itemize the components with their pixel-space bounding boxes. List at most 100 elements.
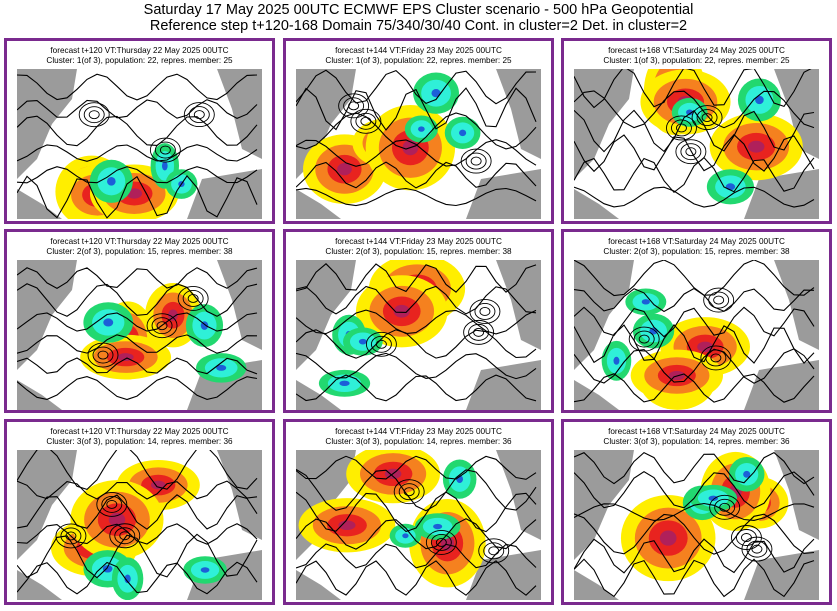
geopotential-contour — [574, 513, 815, 555]
map-panel-cluster1-t144[interactable]: forecast t+144 VT:Friday 23 May 2025 00U… — [283, 38, 554, 224]
land-mask — [496, 260, 541, 350]
closed-contour — [638, 334, 650, 344]
negative-anomaly — [641, 299, 650, 305]
geopotential-map — [296, 450, 541, 600]
map-panel-cluster2-t120[interactable]: forecast t+120 VT:Thursday 22 May 2025 0… — [4, 229, 275, 413]
closed-contour — [119, 531, 131, 541]
negative-anomaly — [124, 574, 131, 584]
closed-contour — [488, 546, 500, 556]
map-panel-cluster2-t144[interactable]: forecast t+144 VT:Friday 23 May 2025 00U… — [283, 229, 554, 413]
panel-forecast-time: forecast t+144 VT:Friday 23 May 2025 00U… — [335, 237, 502, 246]
geopotential-map — [17, 450, 262, 600]
closed-contour — [360, 116, 372, 126]
geopotential-contour — [574, 90, 815, 129]
geopotential-contour — [574, 538, 815, 574]
geopotential-map — [574, 69, 819, 219]
geopotential-contour — [296, 161, 537, 189]
land-mask — [17, 380, 62, 410]
geopotential-contour — [17, 283, 258, 317]
panel-cluster-info: Cluster: 1(of 3), population: 22, repres… — [325, 56, 512, 65]
panel-cluster-info: Cluster: 3(of 3), population: 14, repres… — [603, 437, 790, 446]
land-mask — [17, 189, 62, 219]
closed-contour — [188, 106, 210, 124]
closed-contour — [425, 529, 457, 555]
closed-contour — [151, 317, 173, 335]
panel-forecast-time: forecast t+168 VT:Saturday 24 May 2025 0… — [608, 237, 785, 246]
land-mask — [296, 380, 341, 410]
closed-contour — [709, 494, 741, 520]
geopotential-contour — [574, 109, 815, 153]
negative-anomaly — [358, 338, 367, 345]
closed-contour — [705, 349, 727, 367]
land-mask — [744, 550, 819, 600]
negative-anomaly — [725, 183, 736, 191]
closed-contour — [101, 495, 123, 513]
closed-contour — [463, 319, 495, 345]
closed-contour — [685, 147, 697, 157]
negative-anomaly — [613, 356, 620, 365]
geopotential-contour — [17, 144, 258, 162]
geopotential-map — [296, 260, 541, 410]
closed-contour — [149, 137, 181, 163]
negative-anomaly — [107, 177, 116, 186]
geopotential-contour — [574, 260, 815, 297]
map-panel-cluster1-t120[interactable]: forecast t+120 VT:Thursday 22 May 2025 0… — [4, 38, 275, 224]
closed-contour — [710, 353, 722, 363]
land-mask — [574, 380, 619, 410]
negative-anomaly — [216, 364, 227, 371]
negative-anomaly — [402, 533, 409, 539]
closed-contour — [370, 335, 392, 353]
geopotential-contour — [296, 352, 537, 380]
geopotential-contour — [574, 558, 815, 598]
geopotential-contour — [296, 112, 537, 150]
closed-contour — [470, 156, 482, 166]
geopotential-contour — [296, 69, 537, 105]
panel-forecast-time: forecast t+120 VT:Thursday 22 May 2025 0… — [50, 46, 229, 55]
geopotential-contour — [17, 99, 258, 120]
chart-subtitle: Reference step t+120-168 Domain 75/340/3… — [149, 18, 688, 34]
closed-contour — [671, 119, 692, 137]
map-panel-cluster3-t168[interactable]: forecast t+168 VT:Saturday 24 May 2025 0… — [561, 419, 832, 605]
map-panel-cluster3-t144[interactable]: forecast t+144 VT:Friday 23 May 2025 00U… — [283, 419, 554, 605]
geopotential-contour — [574, 471, 815, 509]
land-mask — [574, 69, 634, 179]
negative-anomaly — [339, 380, 350, 386]
panel-cluster-info: Cluster: 1(of 3), population: 22, repres… — [46, 56, 233, 65]
geopotential-contour — [17, 533, 258, 579]
closed-contour — [350, 108, 382, 134]
map-panel-cluster1-t168[interactable]: forecast t+168 VT:Saturday 24 May 2025 0… — [561, 38, 832, 224]
closed-contour — [701, 113, 713, 123]
land-mask — [496, 69, 541, 159]
closed-contour — [403, 487, 415, 497]
map-panel-cluster3-t120[interactable]: forecast t+120 VT:Thursday 22 May 2025 0… — [4, 419, 275, 605]
closed-contour — [479, 307, 491, 316]
closed-contour — [676, 123, 687, 133]
closed-contour — [714, 498, 736, 516]
geopotential-contour — [574, 373, 815, 403]
closed-contour — [628, 326, 660, 352]
closed-contour — [177, 286, 209, 311]
closed-contour — [87, 342, 119, 368]
land-mask — [187, 169, 262, 219]
geopotential-contour — [17, 480, 258, 500]
negative-anomaly — [103, 318, 114, 327]
negative-anomaly — [102, 565, 113, 573]
geopotential-contour — [17, 166, 258, 184]
geopotential-contour — [574, 287, 815, 313]
geopotential-contour — [17, 523, 258, 545]
land-mask — [217, 260, 262, 350]
panel-forecast-time: forecast t+144 VT:Friday 23 May 2025 00U… — [335, 427, 502, 436]
map-panel-cluster2-t168[interactable]: forecast t+168 VT:Saturday 24 May 2025 0… — [561, 229, 832, 413]
geopotential-contour — [296, 187, 537, 207]
closed-contour — [696, 109, 718, 127]
geopotential-contour — [296, 285, 537, 315]
panel-forecast-time: forecast t+120 VT:Thursday 22 May 2025 0… — [50, 237, 229, 246]
geopotential-contour — [17, 334, 258, 354]
closed-contour — [338, 93, 370, 119]
geopotential-contour — [296, 560, 537, 596]
positive-anomaly — [748, 140, 765, 153]
geopotential-contour — [574, 186, 815, 208]
land-mask — [574, 450, 634, 560]
closed-contour — [465, 152, 487, 170]
closed-contour — [469, 299, 501, 324]
